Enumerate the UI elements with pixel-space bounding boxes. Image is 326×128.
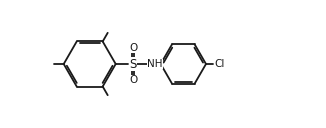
Text: Cl: Cl (215, 59, 225, 69)
Text: O: O (129, 75, 137, 85)
Text: NH: NH (147, 59, 162, 69)
Text: O: O (129, 43, 137, 53)
Text: S: S (129, 57, 137, 71)
